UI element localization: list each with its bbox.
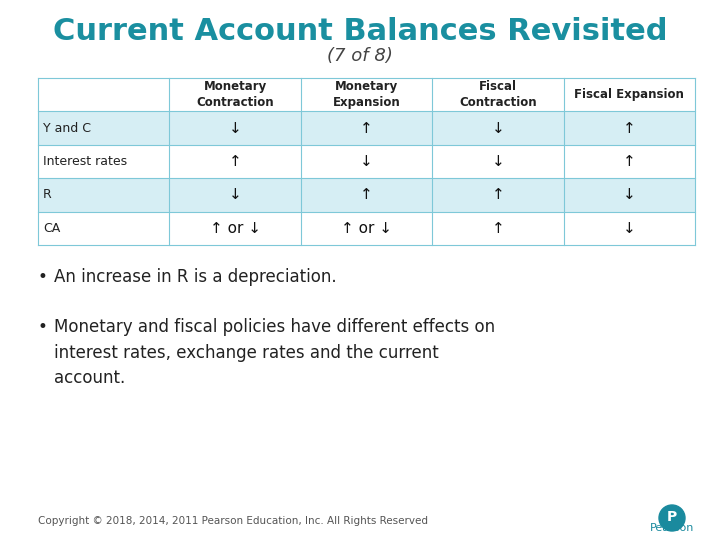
Circle shape: [659, 505, 685, 531]
Bar: [38, 212, 695, 245]
Text: Fiscal
Contraction: Fiscal Contraction: [459, 80, 536, 110]
Text: Y and C: Y and C: [43, 122, 91, 134]
Text: Current Account Balances Revisited: Current Account Balances Revisited: [53, 17, 667, 46]
Text: ↑ or ↓: ↑ or ↓: [341, 221, 392, 236]
Text: Monetary and fiscal policies have different effects on
interest rates, exchange : Monetary and fiscal policies have differ…: [54, 318, 495, 387]
Text: ↑: ↑: [360, 120, 373, 136]
Text: ↑: ↑: [623, 154, 636, 169]
Text: Copyright © 2018, 2014, 2011 Pearson Education, Inc. All Rights Reserved: Copyright © 2018, 2014, 2011 Pearson Edu…: [38, 516, 428, 526]
Text: ↓: ↓: [492, 154, 504, 169]
Bar: [38, 78, 695, 111]
Bar: [38, 145, 695, 178]
Text: Monetary
Expansion: Monetary Expansion: [333, 80, 400, 110]
Text: ↑: ↑: [360, 187, 373, 202]
Text: •: •: [38, 268, 48, 286]
Text: P: P: [667, 510, 677, 524]
Text: ↑: ↑: [492, 187, 504, 202]
Text: ↓: ↓: [623, 221, 636, 236]
Text: ↑: ↑: [623, 120, 636, 136]
Text: Interest rates: Interest rates: [43, 155, 127, 168]
Bar: [38, 178, 695, 212]
Text: ↓: ↓: [229, 187, 241, 202]
Bar: [38, 111, 695, 145]
Text: ↓: ↓: [623, 187, 636, 202]
Text: Pearson: Pearson: [650, 523, 694, 533]
Text: (7 of 8): (7 of 8): [327, 47, 393, 65]
Text: ↓: ↓: [360, 154, 373, 169]
Text: An increase in R is a depreciation.: An increase in R is a depreciation.: [54, 268, 337, 286]
Text: ↓: ↓: [229, 120, 241, 136]
Text: ↑: ↑: [492, 221, 504, 236]
Text: CA: CA: [43, 222, 60, 235]
Text: R: R: [43, 188, 52, 201]
Text: ↓: ↓: [492, 120, 504, 136]
Text: Fiscal Expansion: Fiscal Expansion: [575, 88, 684, 101]
Text: ↑: ↑: [229, 154, 241, 169]
Text: ↑ or ↓: ↑ or ↓: [210, 221, 261, 236]
Text: Monetary
Contraction: Monetary Contraction: [197, 80, 274, 110]
Text: •: •: [38, 318, 48, 336]
